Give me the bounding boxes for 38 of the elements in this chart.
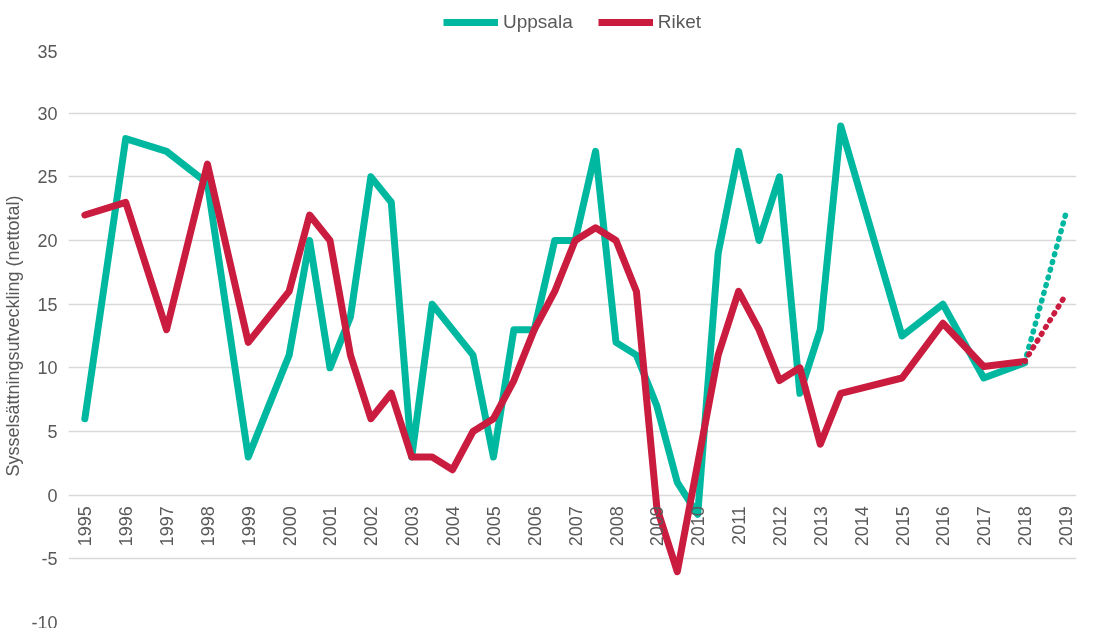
x-tick-label: 2011 bbox=[729, 506, 750, 545]
x-tick-label: 2005 bbox=[483, 506, 504, 547]
x-tick-label: 2016 bbox=[933, 506, 954, 547]
x-tick-label: 2012 bbox=[769, 506, 790, 547]
x-tick-label: 1996 bbox=[116, 506, 137, 547]
x-tick-label: 2007 bbox=[565, 506, 586, 547]
y-tick-label: 5 bbox=[47, 422, 58, 442]
x-tick-label: 2010 bbox=[688, 506, 709, 547]
x-tick-label: 2003 bbox=[402, 506, 423, 547]
x-tick-label: 2014 bbox=[851, 506, 872, 547]
y-tick-label: -5 bbox=[41, 549, 58, 570]
x-tick-label: 2000 bbox=[279, 506, 300, 547]
y-tick-label: 35 bbox=[37, 41, 58, 62]
x-tick-label: 2019 bbox=[1055, 506, 1076, 547]
y-tick-label: 30 bbox=[37, 103, 58, 124]
x-tick-label: 2013 bbox=[810, 506, 831, 547]
legend-label: Uppsala bbox=[502, 11, 573, 33]
x-tick-label: 2002 bbox=[361, 506, 382, 547]
x-tick-label: 2009 bbox=[647, 506, 668, 547]
x-tick-label: 2008 bbox=[606, 506, 627, 547]
x-tick-label: 1995 bbox=[75, 506, 96, 547]
y-tick-label: 10 bbox=[37, 358, 58, 379]
y-tick-label: 20 bbox=[37, 231, 58, 251]
x-tick-label: 1998 bbox=[197, 506, 218, 547]
legend-label: Riket bbox=[657, 11, 702, 33]
y-tick-label: 25 bbox=[37, 167, 58, 188]
x-tick-label: 2018 bbox=[1015, 506, 1036, 547]
x-tick-label: 1999 bbox=[238, 506, 259, 547]
x-tick-label: 2017 bbox=[974, 506, 995, 547]
x-tick-label: 2001 bbox=[320, 506, 341, 547]
x-tick-label: 1997 bbox=[157, 506, 178, 547]
y-tick-label: 0 bbox=[47, 485, 58, 506]
y-tick-label: -10 bbox=[31, 612, 58, 633]
y-axis-title: Sysselsättningsutveckling (nettotal) bbox=[3, 195, 24, 477]
x-tick-label: 2006 bbox=[524, 506, 545, 547]
y-tick-label: 15 bbox=[37, 294, 58, 315]
x-tick-label: 2015 bbox=[892, 506, 913, 547]
x-tick-label: 2004 bbox=[443, 506, 464, 547]
